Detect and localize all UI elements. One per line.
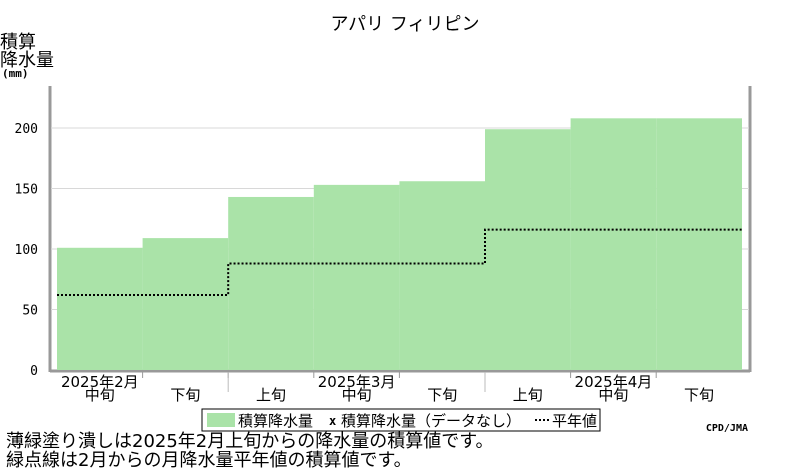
month-label-1: 2025年3月 [318,373,396,391]
legend-symbol-no-data: x [329,414,336,428]
credit-label: CPD/JMA [706,423,748,434]
cumulative-precipitation-area [57,118,742,370]
x-tick-label-4: 下旬 [427,386,457,404]
y-tick-label-0: 0 [30,364,38,379]
note-area-description: 薄緑塗り潰しは2025年2月上旬からの降水量の積算値です。 [6,431,494,452]
legend-label-normal: 平年値 [552,412,597,430]
y-tick-label-150: 150 [15,183,38,198]
month-label-0: 2025年2月 [61,373,139,391]
area-bar-6 [570,118,657,370]
area-bar-1 [142,238,229,370]
x-tick-label-6: 中旬 [598,386,628,404]
y-axis-label-line-2: 降水量 [0,50,54,71]
y-tick-label-100: 100 [15,243,38,258]
area-bar-0 [57,247,143,370]
x-tick-label-0: 中旬 [85,386,115,404]
legend-label-area: 積算降水量 [238,412,313,430]
normal-series-line [57,228,742,296]
x-tick-label-5: 上旬 [513,386,543,404]
chart-title: アパリ フィリピン [330,14,479,35]
x-tick-label-1: 下旬 [170,386,200,404]
area-bar-4 [399,181,485,370]
y-axis-label-unit: (mm) [2,67,29,80]
x-tick-label-2: 上旬 [256,386,286,404]
legend-swatch-area [207,413,235,427]
y-tick-label-50: 50 [22,304,38,319]
note-normal-description: 緑点線は2月からの月降水量平年値の積算値です。 [6,450,412,471]
x-tick-labels: 中旬 下旬 上旬 中旬 下旬 上旬 中旬 下旬 2025年2月 2025年3月 2025年4月 [61,372,714,404]
legend: 積算降水量 x 積算降水量（データなし） 平年値 [201,408,601,432]
y-axis-label-line-1: 積算 [0,32,36,53]
area-bar-2 [228,196,314,370]
area-bar-7 [656,118,742,370]
y-tick-labels: 0 50 100 150 200 [15,122,38,379]
x-tick-label-7: 下旬 [684,386,714,404]
legend-box [201,408,601,432]
x-tick-label-3: 中旬 [342,386,372,404]
month-label-2: 2025年4月 [575,373,653,391]
plot-frame [48,86,752,373]
area-bar-3 [313,184,400,370]
y-tick-label-200: 200 [15,122,38,137]
legend-label-no-data: 積算降水量（データなし） [341,412,521,430]
area-bar-5 [485,129,571,370]
normal-precipitation-dotted-line [57,228,742,296]
